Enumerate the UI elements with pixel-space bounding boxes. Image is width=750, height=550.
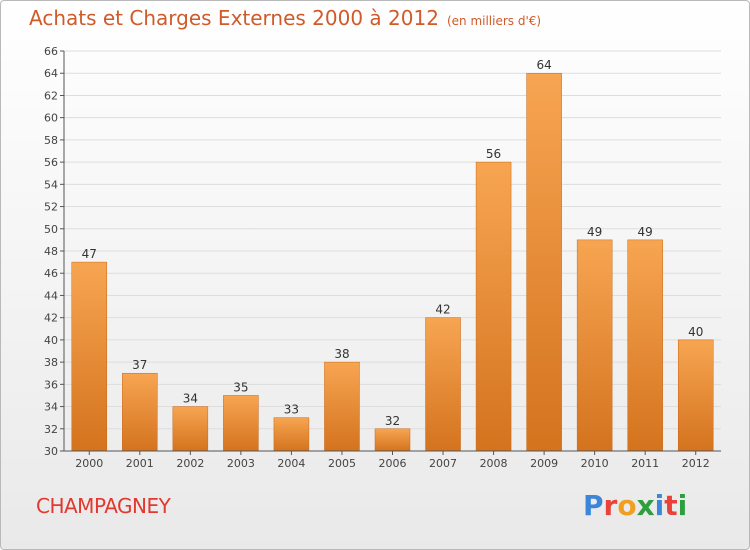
chart-title: Achats et Charges Externes 2000 à 2012 (e… <box>29 6 541 30</box>
bar <box>677 339 714 452</box>
bar <box>425 317 461 452</box>
data-label: 32 <box>385 414 400 428</box>
y-tick-label: 52 <box>44 201 58 214</box>
x-tick-label: 2000 <box>75 457 103 470</box>
bar <box>526 72 562 452</box>
y-tick-label: 36 <box>44 378 58 391</box>
x-tick-label: 2006 <box>379 457 407 470</box>
data-label: 40 <box>688 325 703 339</box>
y-tick-label: 50 <box>44 223 58 236</box>
y-tick-label: 34 <box>44 401 58 414</box>
bars: 47 37 34 35 33 38 32 42 56 64 49 49 40 <box>71 58 714 452</box>
y-tick-label: 58 <box>44 134 58 147</box>
y-tick-label: 48 <box>44 245 58 258</box>
brand-letter: t <box>664 489 678 522</box>
x-tick-label: 2009 <box>530 457 558 470</box>
y-tick-label: 46 <box>44 267 58 280</box>
commune-name: CHAMPAGNEY <box>36 494 171 518</box>
bar <box>324 361 360 452</box>
bar <box>71 261 108 452</box>
brand-letter: P <box>583 489 604 522</box>
data-label: 49 <box>638 225 653 239</box>
y-tick-label: 40 <box>44 334 58 347</box>
bar <box>627 239 663 452</box>
x-tick-label: 2004 <box>277 457 305 470</box>
brand-letter: x <box>636 489 655 522</box>
y-tick-label: 64 <box>44 67 58 80</box>
bar <box>475 161 512 452</box>
brand-letter: i <box>654 489 665 522</box>
y-tick-label: 32 <box>44 423 58 436</box>
data-label: 38 <box>334 347 349 361</box>
grid-lines <box>64 50 721 452</box>
y-tick-label: 56 <box>44 156 58 169</box>
y-tick-label: 42 <box>44 312 58 325</box>
brand-logo: Proxiti <box>583 489 687 522</box>
y-tick-label: 30 <box>44 445 58 458</box>
bar <box>374 428 411 452</box>
y-tick-label: 66 <box>44 45 58 58</box>
x-tick-label: 2010 <box>581 457 609 470</box>
data-label: 42 <box>435 303 450 317</box>
data-label: 35 <box>233 380 248 394</box>
y-tick-label: 54 <box>44 178 58 191</box>
data-label: 49 <box>587 225 602 239</box>
x-tick-label: 2005 <box>328 457 356 470</box>
brand-letter: r <box>603 489 618 522</box>
x-tick-label: 2011 <box>631 457 659 470</box>
brand-letter: o <box>617 489 637 522</box>
chart-unit: (en milliers d'€) <box>446 14 542 28</box>
data-label: 33 <box>284 403 299 417</box>
bar <box>273 417 310 452</box>
bar <box>223 395 259 452</box>
bar <box>576 239 613 452</box>
x-tick-label: 2012 <box>682 457 710 470</box>
x-tick-label: 2002 <box>176 457 204 470</box>
y-tick-label: 44 <box>44 289 58 302</box>
y-tick-label: 60 <box>44 112 58 125</box>
x-tick-label: 2008 <box>480 457 508 470</box>
brand-letter: i <box>677 489 688 522</box>
data-label: 37 <box>132 358 147 372</box>
bar <box>172 406 209 452</box>
y-tick-label: 62 <box>44 89 58 102</box>
x-tick-label: 2003 <box>227 457 255 470</box>
bar <box>122 372 158 452</box>
x-tick-label: 2001 <box>126 457 154 470</box>
y-tick-label: 38 <box>44 356 58 369</box>
x-tick-label: 2007 <box>429 457 457 470</box>
data-label: 56 <box>486 147 501 161</box>
chart-title-text: Achats et Charges Externes 2000 à 2012 <box>29 6 439 30</box>
data-label: 47 <box>82 247 97 261</box>
axes: 30 32 34 36 38 40 42 44 46 48 50 52 54 56 58 60 62 64 66 20… <box>44 45 721 470</box>
data-label: 64 <box>536 58 551 72</box>
data-label: 34 <box>183 392 198 406</box>
